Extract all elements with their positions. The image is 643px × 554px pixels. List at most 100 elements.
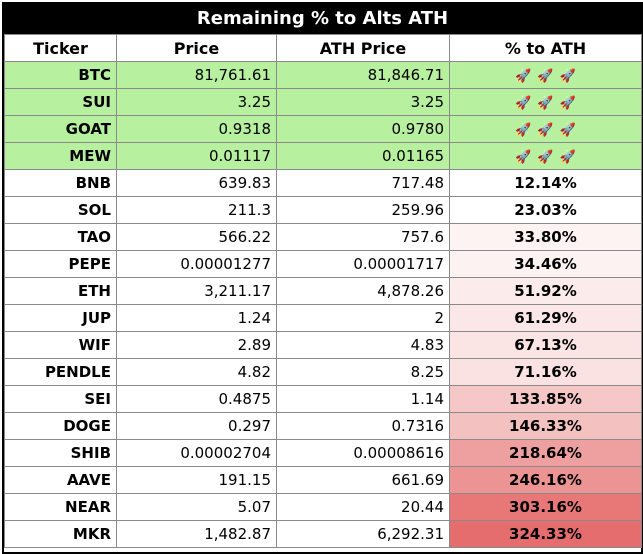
ath-price-cell: 0.9780 xyxy=(276,115,450,143)
ticker-cell: NEAR xyxy=(4,493,117,521)
rocket-icon: 🚀 xyxy=(537,123,554,138)
ticker-cell: ETH xyxy=(4,277,117,305)
table-row: GOAT 0.9318 0.9780 🚀 🚀 🚀 xyxy=(4,115,642,143)
pct-to-ath-cell: 218.64% xyxy=(449,439,642,467)
price-cell: 3,211.17 xyxy=(116,277,277,305)
ticker-cell: TAO xyxy=(4,223,117,251)
table-row: MKR 1,482.87 6,292.31 324.33% xyxy=(4,520,642,548)
header-row: Ticker Price ATH Price % to ATH xyxy=(4,34,642,62)
header-ath-price: ATH Price xyxy=(276,34,450,62)
price-cell: 0.00002704 xyxy=(116,439,277,467)
table-row: MEW 0.01117 0.01165 🚀 🚀 🚀 xyxy=(4,142,642,170)
pct-to-ath-cell: 303.16% xyxy=(449,493,642,521)
pct-to-ath-cell: 🚀 🚀 🚀 xyxy=(449,142,642,170)
ticker-cell: JUP xyxy=(4,304,117,332)
pct-to-ath-cell: 67.13% xyxy=(449,331,642,359)
ticker-cell: MEW xyxy=(4,142,117,170)
table-row: DOGE 0.297 0.7316 146.33% xyxy=(4,412,642,440)
ath-price-cell: 6,292.31 xyxy=(276,520,450,548)
price-cell: 639.83 xyxy=(116,169,277,197)
ticker-cell: WIF xyxy=(4,331,117,359)
ath-price-cell: 757.6 xyxy=(276,223,450,251)
pct-to-ath-cell: 146.33% xyxy=(449,412,642,440)
table-row: NEAR 5.07 20.44 303.16% xyxy=(4,493,642,521)
rocket-icon: 🚀 xyxy=(515,69,532,84)
ticker-cell: AAVE xyxy=(4,466,117,494)
price-cell: 211.3 xyxy=(116,196,277,224)
table-row: PEPE 0.00001277 0.00001717 34.46% xyxy=(4,250,642,278)
table-row: WIF 2.89 4.83 67.13% xyxy=(4,331,642,359)
price-cell: 4.82 xyxy=(116,358,277,386)
price-cell: 191.15 xyxy=(116,466,277,494)
table-row: SHIB 0.00002704 0.00008616 218.64% xyxy=(4,439,642,467)
rocket-icon: 🚀 xyxy=(515,123,532,138)
ticker-cell: GOAT xyxy=(4,115,117,143)
header-ticker: Ticker xyxy=(4,34,117,62)
ath-price-cell: 0.7316 xyxy=(276,412,450,440)
rocket-icon: 🚀 xyxy=(559,96,576,111)
ticker-cell: SUI xyxy=(4,88,117,116)
pct-to-ath-cell: 🚀 🚀 🚀 xyxy=(449,115,642,143)
pct-to-ath-cell: 51.92% xyxy=(449,277,642,305)
price-cell: 1.24 xyxy=(116,304,277,332)
ath-price-cell: 81,846.71 xyxy=(276,61,450,89)
pct-to-ath-cell: 33.80% xyxy=(449,223,642,251)
table-row: JUP 1.24 2 61.29% xyxy=(4,304,642,332)
price-cell: 0.4875 xyxy=(116,385,277,413)
price-cell: 3.25 xyxy=(116,88,277,116)
pct-to-ath-cell: 61.29% xyxy=(449,304,642,332)
price-cell: 0.01117 xyxy=(116,142,277,170)
pct-to-ath-cell: 🚀 🚀 🚀 xyxy=(449,88,642,116)
price-cell: 81,761.61 xyxy=(116,61,277,89)
ticker-cell: PEPE xyxy=(4,250,117,278)
rocket-icon: 🚀 xyxy=(537,96,554,111)
price-cell: 2.89 xyxy=(116,331,277,359)
pct-to-ath-cell: 324.33% xyxy=(449,520,642,548)
pct-to-ath-cell: 71.16% xyxy=(449,358,642,386)
ath-price-cell: 259.96 xyxy=(276,196,450,224)
ath-price-cell: 8.25 xyxy=(276,358,450,386)
header-pct-to-ath: % to ATH xyxy=(449,34,642,62)
ath-price-cell: 4,878.26 xyxy=(276,277,450,305)
table-row: BNB 639.83 717.48 12.14% xyxy=(4,169,642,197)
table-row: ETH 3,211.17 4,878.26 51.92% xyxy=(4,277,642,305)
ticker-cell: SOL xyxy=(4,196,117,224)
rocket-icon: 🚀 xyxy=(559,123,576,138)
rocket-icon: 🚀 xyxy=(515,150,532,165)
ath-price-cell: 1.14 xyxy=(276,385,450,413)
ath-price-cell: 661.69 xyxy=(276,466,450,494)
rocket-icon: 🚀 xyxy=(559,150,576,165)
ath-price-cell: 20.44 xyxy=(276,493,450,521)
ath-price-cell: 0.00008616 xyxy=(276,439,450,467)
ath-price-cell: 4.83 xyxy=(276,331,450,359)
ath-price-cell: 2 xyxy=(276,304,450,332)
ath-price-cell: 0.01165 xyxy=(276,142,450,170)
ticker-cell: MKR xyxy=(4,520,117,548)
ticker-cell: SHIB xyxy=(4,439,117,467)
rocket-icon: 🚀 xyxy=(537,69,554,84)
ticker-cell: BTC xyxy=(4,61,117,89)
header-price: Price xyxy=(116,34,277,62)
pct-to-ath-cell: 23.03% xyxy=(449,196,642,224)
ticker-cell: SEI xyxy=(4,385,117,413)
table-title: Remaining % to Alts ATH xyxy=(4,4,641,34)
table-row: PENDLE 4.82 8.25 71.16% xyxy=(4,358,642,386)
rocket-icon: 🚀 xyxy=(537,150,554,165)
ticker-cell: PENDLE xyxy=(4,358,117,386)
price-cell: 0.297 xyxy=(116,412,277,440)
table-row: SOL 211.3 259.96 23.03% xyxy=(4,196,642,224)
ath-price-cell: 0.00001717 xyxy=(276,250,450,278)
price-cell: 566.22 xyxy=(116,223,277,251)
price-cell: 0.00001277 xyxy=(116,250,277,278)
price-cell: 5.07 xyxy=(116,493,277,521)
pct-to-ath-cell: 34.46% xyxy=(449,250,642,278)
price-cell: 0.9318 xyxy=(116,115,277,143)
ath-price-cell: 717.48 xyxy=(276,169,450,197)
price-cell: 1,482.87 xyxy=(116,520,277,548)
pct-to-ath-cell: 246.16% xyxy=(449,466,642,494)
ath-price-cell: 3.25 xyxy=(276,88,450,116)
ticker-cell: BNB xyxy=(4,169,117,197)
rocket-icon: 🚀 xyxy=(559,69,576,84)
pct-to-ath-cell: 🚀 🚀 🚀 xyxy=(449,61,642,89)
